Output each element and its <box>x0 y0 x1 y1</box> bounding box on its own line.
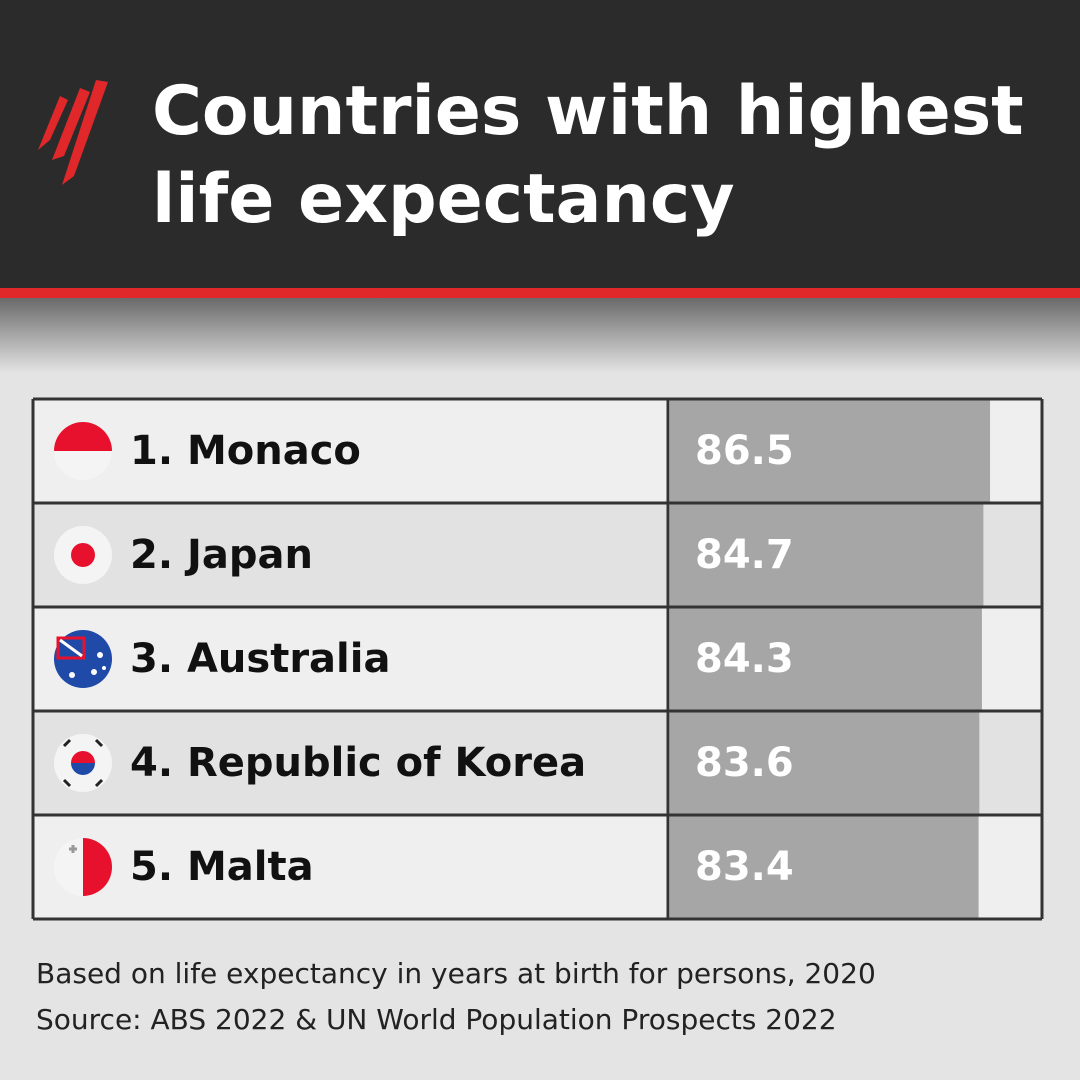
table: 1. Monaco 86.5 2. Japan 84.7 3. Australia 84.… <box>31 397 1044 921</box>
country-label: 2. Japan <box>130 532 313 578</box>
bar <box>670 504 984 608</box>
header-stripe <box>0 288 1080 298</box>
bar <box>670 712 980 816</box>
country-label: 5. Malta <box>130 844 314 890</box>
value-label: 86.5 <box>695 428 794 474</box>
value-label: 84.7 <box>695 532 794 578</box>
value-label: 83.4 <box>695 844 794 890</box>
row-label-cell <box>33 815 668 919</box>
flag-malta <box>54 838 112 896</box>
country-label: 1. Monaco <box>130 428 361 474</box>
flag-australia <box>54 630 112 688</box>
flag-monaco <box>54 422 112 480</box>
row-label-cell <box>33 607 668 711</box>
header <box>0 0 1080 290</box>
bar <box>670 816 979 920</box>
row-label-cell <box>33 503 668 607</box>
flag-korea <box>54 734 112 792</box>
row-label-cell <box>33 399 668 503</box>
note: Based on life expectancy in years at bir… <box>36 957 876 990</box>
source: Source: ABS 2022 & UN World Population P… <box>36 1003 837 1036</box>
logo <box>38 80 108 185</box>
flag-japan <box>54 526 112 584</box>
title: Countries with highest life expectancy <box>152 72 1024 239</box>
row-label-cell <box>33 711 668 815</box>
bar <box>670 400 991 504</box>
header-shadow <box>0 298 1080 373</box>
country-label: 3. Australia <box>130 636 390 682</box>
value-label: 84.3 <box>695 636 794 682</box>
bar <box>670 608 982 712</box>
value-label: 83.6 <box>695 740 794 786</box>
country-label: 4. Republic of Korea <box>130 740 586 786</box>
